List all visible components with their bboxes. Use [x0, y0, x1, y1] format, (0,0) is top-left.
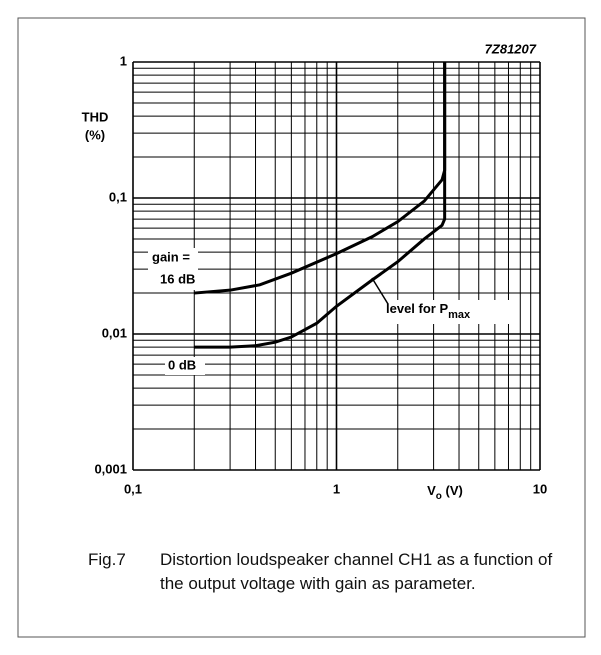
y-tick-label: 0,1 [109, 189, 127, 204]
annotation-sub: max [448, 309, 471, 321]
caption-text: Distortion loudspeaker channel CH1 as a … [160, 550, 553, 593]
frame [17, 17, 586, 638]
legend-label: 16 dB [160, 271, 195, 286]
y-axis-label: (%) [85, 127, 105, 142]
label-bg [165, 357, 205, 375]
x-tick-label: 0,1 [124, 481, 142, 496]
x-axis-label-unit: (V) [442, 483, 463, 498]
annotation-main: level for P [386, 301, 448, 316]
caption-label: Fig.7 [88, 550, 126, 569]
gain-label: gain = [152, 249, 190, 264]
y-tick-label: 0,01 [102, 325, 127, 340]
line [194, 62, 447, 295]
x-tick-label: 1 [333, 481, 340, 496]
legend-label: 0 dB [168, 357, 196, 372]
code-label: 7Z81207 [485, 41, 537, 56]
y-axis-label: THD [82, 109, 109, 124]
x-tick-label: 10 [533, 481, 547, 496]
y-tick-label: 1 [120, 53, 127, 68]
label-bg [382, 300, 516, 324]
caption: Fig.7 Distortion loudspeaker channel CH1… [88, 548, 568, 596]
line [194, 62, 447, 349]
x-axis-label: Vo (V) [427, 483, 463, 501]
annotation: level for Pmax [386, 301, 471, 320]
x-axis-label-sub: o [436, 491, 442, 502]
annotation-arrow [371, 277, 389, 305]
label-bg [148, 248, 198, 290]
x-axis-label-main: V [427, 483, 436, 498]
y-tick-label: 0,001 [94, 461, 127, 476]
